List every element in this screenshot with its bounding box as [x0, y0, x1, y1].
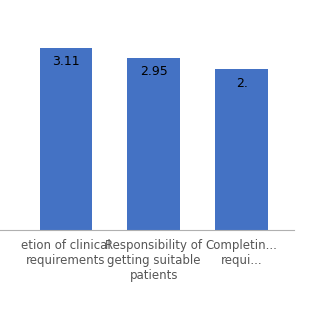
Text: 3.11: 3.11 — [52, 55, 80, 68]
Bar — [215, 69, 268, 230]
Text: 2.95: 2.95 — [140, 65, 168, 78]
Bar — [40, 48, 92, 230]
Bar — [127, 58, 180, 230]
Text: 2.: 2. — [236, 76, 248, 90]
